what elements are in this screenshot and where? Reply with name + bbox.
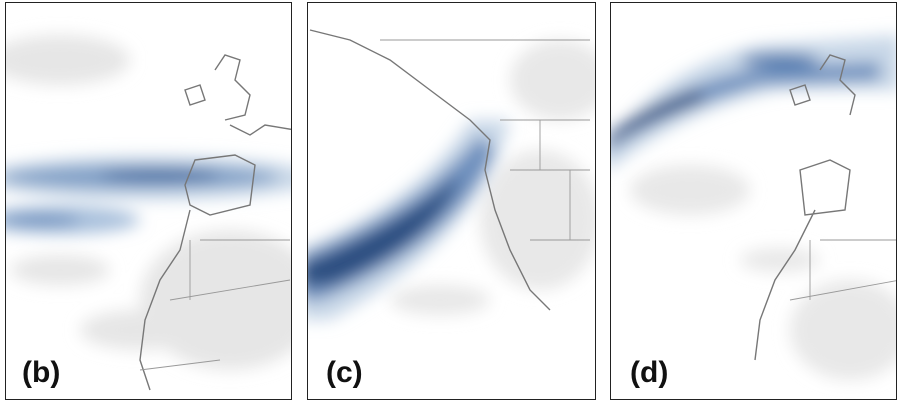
panel-d bbox=[610, 2, 897, 400]
panel-c bbox=[307, 2, 596, 400]
panel-b bbox=[5, 2, 292, 400]
panel-label: (c) bbox=[326, 356, 363, 389]
panel-label: (d) bbox=[630, 356, 668, 389]
panel-label: (b) bbox=[22, 356, 60, 389]
